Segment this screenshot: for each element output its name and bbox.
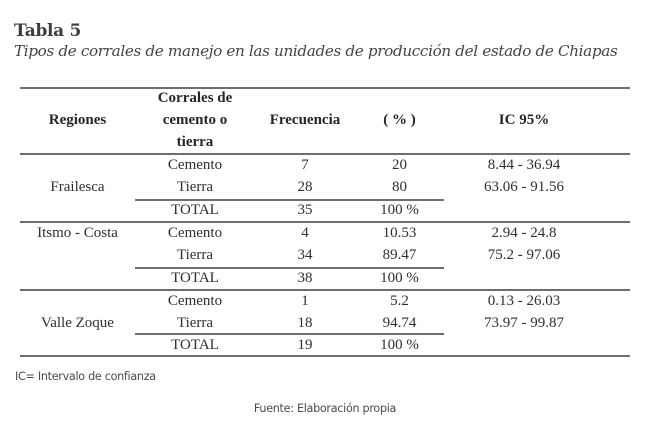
frecuencia-cell: 28 [297, 179, 313, 195]
table-caption-label: Tabla 5 [14, 21, 82, 41]
porcentaje-cell: 20 [392, 157, 407, 173]
region-label: Frailesca [50, 179, 105, 195]
header-frecuencia: Frecuencia [269, 112, 341, 128]
tipo-cell: Cemento [167, 157, 223, 173]
porcentaje-cell: 94.74 [382, 315, 417, 331]
tipo-cell: Tierra [176, 315, 214, 331]
ic-cell: 63.06 - 91.56 [484, 179, 564, 195]
subtotal-rule [135, 267, 444, 269]
ic-cell: 73.97 - 99.87 [484, 315, 564, 331]
frecuencia-cell: 35 [297, 202, 313, 218]
porcentaje-cell: 80 [392, 179, 407, 195]
frecuencia-cell: 4 [301, 225, 309, 241]
table-caption-title: Tipos de corrales de manejo en las unida… [14, 42, 618, 60]
tipo-cell: TOTAL [171, 337, 219, 353]
region-label: Itsmo - Costa [37, 225, 118, 241]
ic-cell: 8.44 - 36.94 [487, 157, 561, 173]
porcentaje-cell: 100 % [380, 337, 419, 353]
table-source: Fuente: Elaboración propia [253, 402, 397, 415]
header-porcentaje: ( % ) [383, 112, 416, 128]
header-corrales-1: Corrales de [157, 90, 233, 106]
tipo-cell: Cemento [167, 225, 223, 241]
header-regiones: Regiones [48, 112, 107, 128]
header-rule [20, 153, 630, 155]
porcentaje-cell: 5.2 [390, 293, 409, 309]
group-rule [20, 221, 630, 223]
header-corrales-3: tierra [176, 134, 214, 150]
tipo-cell: TOTAL [171, 270, 219, 286]
frecuencia-cell: 34 [297, 247, 313, 263]
porcentaje-cell: 10.53 [382, 225, 417, 241]
ic-cell: 75.2 - 97.06 [487, 247, 561, 263]
frecuencia-cell: 7 [301, 157, 309, 173]
table-footnote: IC= Intervalo de confianza [15, 370, 156, 383]
tipo-cell: Tierra [176, 247, 214, 263]
frecuencia-cell: 19 [297, 337, 313, 353]
region-label: Valle Zoque [41, 315, 114, 331]
ic-cell: 2.94 - 24.8 [491, 225, 557, 241]
frecuencia-cell: 38 [297, 270, 313, 286]
tipo-cell: Tierra [176, 179, 214, 195]
ic-cell: 0.13 - 26.03 [487, 293, 561, 309]
header-corrales-2: cemento o [162, 112, 228, 128]
frecuencia-cell: 18 [297, 315, 313, 331]
header-ic: IC 95% [498, 112, 550, 128]
porcentaje-cell: 89.47 [382, 247, 417, 263]
subtotal-rule [135, 333, 444, 335]
bottom-rule [20, 355, 630, 357]
subtotal-rule [135, 199, 444, 201]
tipo-cell: TOTAL [171, 202, 219, 218]
porcentaje-cell: 100 % [380, 270, 419, 286]
frecuencia-cell: 1 [301, 293, 309, 309]
tipo-cell: Cemento [167, 293, 223, 309]
group-rule [20, 289, 630, 291]
porcentaje-cell: 100 % [380, 202, 419, 218]
top-rule [20, 87, 630, 89]
